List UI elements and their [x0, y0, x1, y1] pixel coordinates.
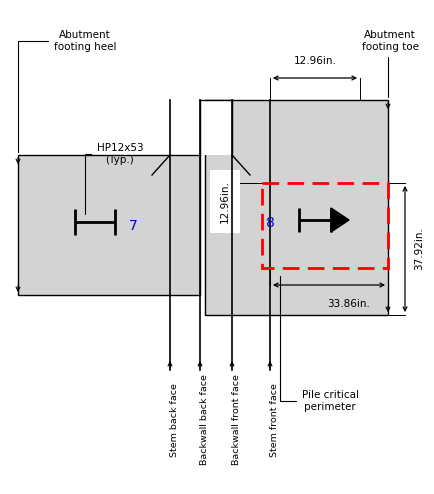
- Text: Backwall front face: Backwall front face: [232, 374, 241, 465]
- Text: Stem back face: Stem back face: [170, 383, 179, 457]
- Polygon shape: [331, 208, 349, 232]
- Text: Pile critical
perimeter: Pile critical perimeter: [280, 276, 358, 412]
- Bar: [18, 155, 200, 295]
- Bar: [200, 100, 232, 155]
- Text: Stem front face: Stem front face: [270, 383, 279, 457]
- Bar: [262, 183, 388, 268]
- Text: 12.96in.: 12.96in.: [220, 180, 230, 223]
- Bar: [205, 100, 388, 315]
- Text: Backwall back face: Backwall back face: [200, 374, 209, 465]
- Text: Abutment
footing heel: Abutment footing heel: [18, 30, 116, 152]
- Text: Abutment
footing toe: Abutment footing toe: [362, 30, 418, 97]
- Text: 12.96in.: 12.96in.: [293, 56, 336, 66]
- Text: 33.86in.: 33.86in.: [328, 299, 371, 309]
- Text: 8: 8: [266, 216, 274, 230]
- Text: HP12x53
(Typ.): HP12x53 (Typ.): [85, 143, 143, 214]
- Text: 37.92in.: 37.92in.: [414, 228, 424, 270]
- Text: 7: 7: [128, 219, 138, 233]
